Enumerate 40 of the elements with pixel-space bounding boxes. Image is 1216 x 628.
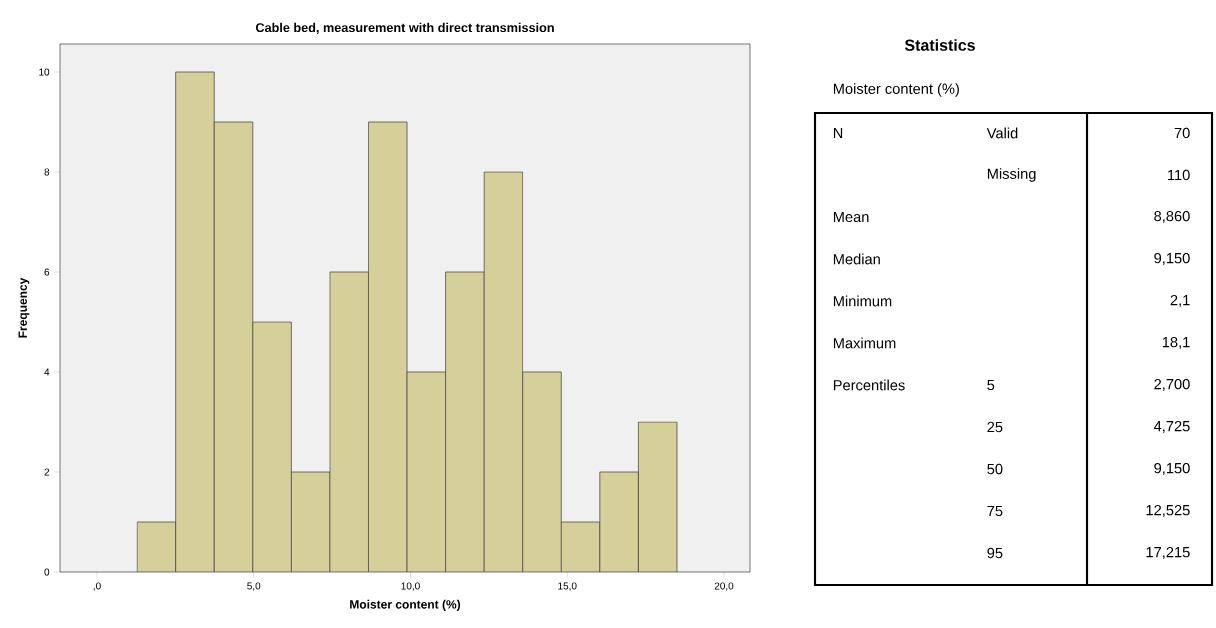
text: 5: [987, 379, 995, 391]
text: 18,1: [1162, 336, 1190, 350]
text: 50: [987, 463, 1003, 475]
y-axis-title: Frequency: [18, 277, 30, 338]
text: 9,150: [1154, 252, 1190, 266]
text: 70: [1174, 127, 1190, 139]
text: 2,700: [1154, 378, 1190, 392]
text: Missing: [987, 168, 1036, 182]
text: 9,150: [1154, 462, 1190, 476]
chart-title: Cable bed, measurement with direct transmission: [255, 22, 554, 34]
x-tick-label: 15,0: [558, 582, 577, 591]
text: Median: [833, 253, 880, 265]
text: 75: [987, 505, 1003, 517]
x-tick-label: ,0: [93, 582, 101, 591]
x-axis-title: Moister content (%): [350, 599, 461, 611]
text: Minimum: [833, 295, 892, 307]
y-tick-label: 4: [44, 368, 50, 376]
x-tick-label: 10,0: [401, 582, 420, 591]
text: 4,725: [1153, 420, 1190, 434]
text: Statistics: [904, 39, 975, 51]
text: Mean: [833, 211, 869, 223]
x-tick-label: 20,0: [714, 582, 734, 591]
y-tick-label: 8: [44, 168, 50, 176]
text: 110: [1168, 169, 1190, 181]
text: N: [833, 127, 843, 139]
text: 12,525: [1146, 504, 1190, 518]
text: 95: [987, 547, 1003, 559]
text: 25: [987, 421, 1003, 433]
text: Percentiles: [833, 379, 905, 391]
y-tick-label: 0: [44, 568, 50, 576]
text: Valid: [986, 127, 1018, 139]
text: 2,1: [1170, 294, 1190, 308]
y-tick-label: 6: [44, 268, 50, 276]
text: 17,215: [1146, 546, 1190, 560]
y-tick-label: 10: [39, 68, 50, 76]
text: Maximum: [833, 337, 896, 349]
x-tick-label: 5,0: [247, 582, 261, 591]
y-tick-label: 2: [44, 468, 50, 476]
text: Moister content (%): [833, 83, 959, 97]
text: 8,860: [1154, 210, 1190, 224]
